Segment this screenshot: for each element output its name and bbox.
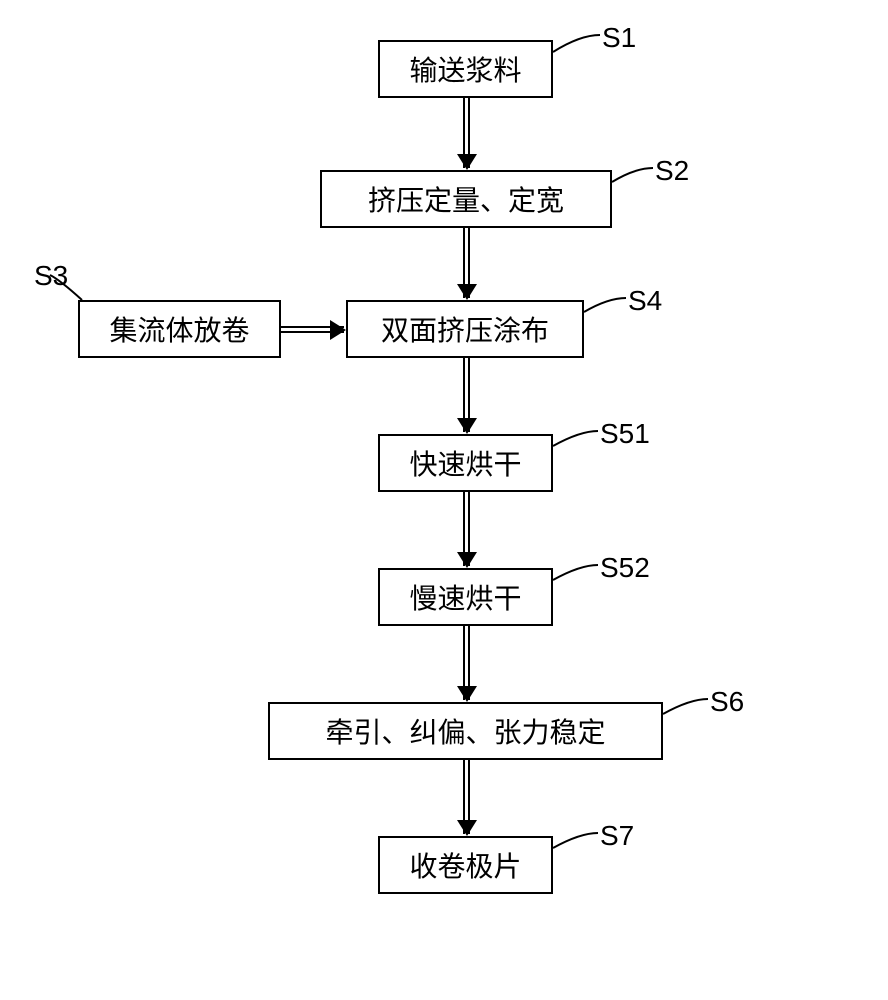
tag-s4: S4 [628,285,662,317]
node-s4: 双面挤压涂布 [346,300,584,358]
node-s3: 集流体放卷 [78,300,281,358]
tag-s2: S2 [655,155,689,187]
node-label: 慢速烘干 [409,577,521,617]
node-s1: 输送浆料 [378,40,553,98]
tag-s1: S1 [602,22,636,54]
tag-s6: S6 [710,686,744,718]
node-label: 挤压定量、定宽 [368,179,564,219]
tag-s7: S7 [600,820,634,852]
node-s52: 慢速烘干 [378,568,553,626]
node-s51: 快速烘干 [378,434,553,492]
arrow-s1-s2 [463,98,465,168]
node-s7: 收卷极片 [378,836,553,894]
node-label: 收卷极片 [409,845,521,885]
node-s6: 牵引、纠偏、张力稳定 [268,702,663,760]
arrow-s51-s52 [463,492,465,566]
node-label: 牵引、纠偏、张力稳定 [325,711,605,751]
tag-s51: S51 [600,418,650,450]
tag-s52: S52 [600,552,650,584]
node-label: 集流体放卷 [109,309,249,349]
arrow-s6-s7 [463,760,465,834]
node-label: 双面挤压涂布 [381,309,549,349]
arrow-s2-s4 [463,228,465,298]
arrow-s4-s51 [463,358,465,432]
arrow-s52-s6 [463,626,465,700]
tag-s3: S3 [34,260,68,292]
node-label: 快速烘干 [409,443,521,483]
arrow-s3-s4 [281,326,344,328]
node-label: 输送浆料 [409,49,521,89]
node-s2: 挤压定量、定宽 [320,170,612,228]
